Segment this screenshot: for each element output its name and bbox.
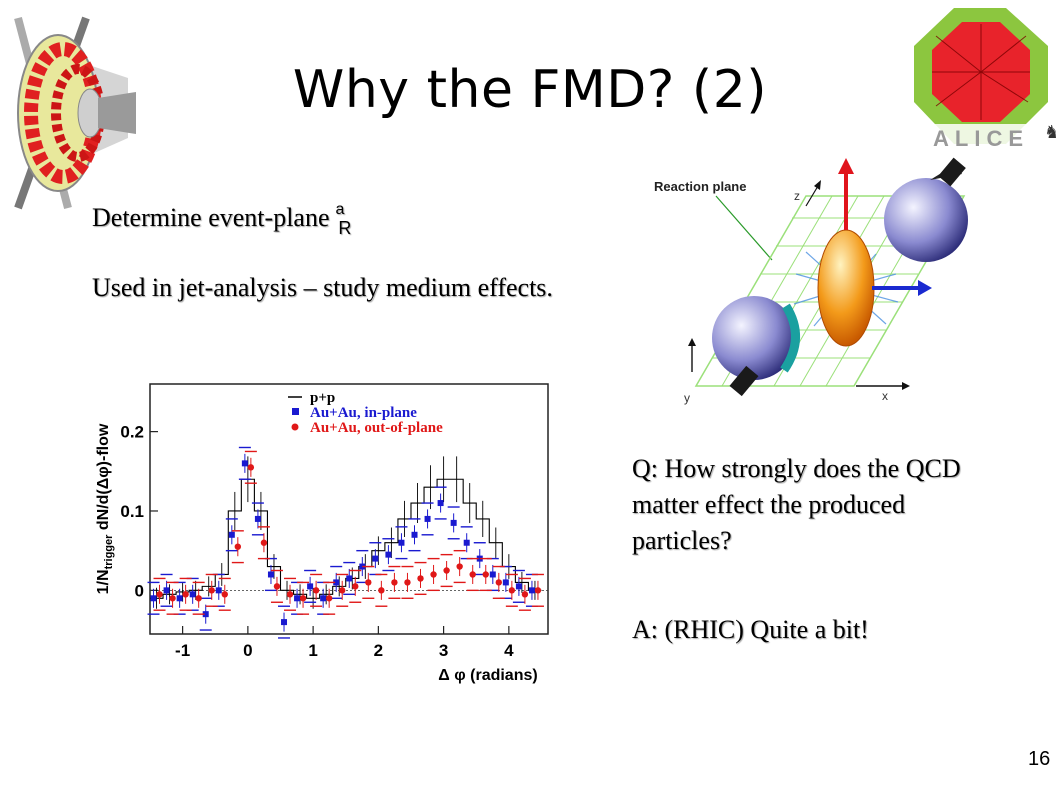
data-point: [443, 567, 450, 574]
chart-y-label-post: dN/d(Δφ)-flow: [95, 423, 112, 534]
data-point: [528, 587, 535, 594]
alice-logo: ALICE ♞: [906, 8, 1056, 151]
data-point: [320, 595, 327, 602]
data-point: [189, 591, 196, 598]
data-point: [182, 591, 189, 598]
data-point: [378, 587, 385, 594]
data-point: [241, 460, 248, 467]
data-point: [312, 587, 320, 594]
data-point: [286, 591, 294, 598]
chart-y-label: 1/Ntrigger dN/d(Δφ)-flow: [95, 423, 115, 594]
x-tick-label: 4: [504, 641, 514, 660]
x-tick-label: 0: [243, 641, 252, 660]
event-plane-symbol: a: [335, 201, 345, 218]
data-point: [150, 595, 157, 602]
data-point: [489, 571, 496, 578]
legend-label: Au+Au, in-plane: [310, 405, 417, 421]
data-point: [215, 587, 222, 594]
data-point: [456, 563, 463, 570]
x-tick-label: 2: [374, 641, 383, 660]
data-point: [299, 595, 307, 602]
data-point: [247, 464, 255, 471]
data-point: [482, 571, 489, 578]
data-point: [365, 579, 372, 586]
x-tick-label: 3: [439, 641, 448, 660]
data-point: [463, 539, 470, 546]
chart-x-label: Δ φ (radians): [438, 667, 537, 684]
data-point: [281, 619, 288, 626]
data-point: [267, 571, 274, 578]
data-point: [495, 579, 503, 586]
y-tick-label: 0: [135, 581, 144, 600]
slide-title: Why the FMD? (2): [292, 60, 768, 120]
jet-analysis-text: Used in jet-analysis – study medium effe…: [92, 273, 553, 302]
data-point: [333, 579, 340, 586]
alice-logo-text: ALICE: [933, 126, 1029, 151]
page-number: 16: [1028, 748, 1051, 770]
data-point: [169, 595, 176, 602]
chart-y-label-pre: 1/N: [95, 569, 112, 594]
data-point: [260, 539, 268, 546]
reaction-plane-diagram: Reaction plane y x z: [654, 157, 968, 405]
legend-label: Au+Au, out-of-plane: [310, 420, 443, 436]
x-tick-label: 1: [308, 641, 317, 660]
legend-swatch: [291, 423, 299, 431]
data-point: [417, 575, 424, 582]
data-point: [325, 595, 333, 602]
data-point: [424, 515, 431, 522]
data-point: [156, 591, 163, 598]
series-2: [153, 450, 544, 615]
legend-label: p+p: [310, 390, 335, 406]
step-line: [150, 478, 542, 599]
chart-y-label-sub: trigger: [103, 534, 115, 570]
answer-text: A: (RHIC) Quite a bit!: [632, 615, 869, 644]
data-point: [508, 587, 516, 594]
axis-x-label: x: [882, 389, 888, 403]
axis-z-label: z: [794, 189, 800, 203]
data-point: [294, 595, 301, 602]
data-point: [202, 611, 209, 618]
fmd-detector-image: [14, 16, 136, 210]
data-point: [221, 591, 228, 598]
data-point: [430, 571, 437, 578]
data-point: [208, 587, 215, 594]
data-point: [254, 515, 261, 522]
data-point: [163, 587, 170, 594]
data-point: [515, 583, 522, 590]
axis-y-label: y: [684, 391, 690, 405]
data-point: [404, 579, 411, 586]
data-point: [437, 500, 444, 507]
data-point: [339, 587, 346, 594]
data-point: [391, 579, 398, 586]
flow-chart: -1 0 1 2 3 4 0 0.1 0.2 p+pAu+Au, in-planeAu+Au, …: [95, 383, 549, 684]
reaction-plane-label: Reaction plane: [654, 179, 746, 194]
event-plane-line: Determine event-plane aR: [92, 200, 351, 240]
data-point: [372, 555, 379, 562]
data-point: [228, 531, 235, 538]
data-point: [176, 595, 183, 602]
x-tick-label: -1: [175, 641, 190, 660]
data-point: [469, 571, 476, 578]
data-point: [346, 575, 353, 582]
question-text: Q: How strongly does the QCD matter effe…: [632, 454, 961, 555]
data-point: [411, 531, 418, 538]
data-point: [352, 583, 359, 590]
data-point: [273, 583, 281, 590]
data-point: [450, 519, 457, 526]
y-tick-label: 0.1: [120, 502, 144, 521]
y-tick-label: 0.2: [120, 423, 144, 442]
legend-swatch: [292, 408, 299, 415]
data-point: [534, 587, 542, 594]
data-point: [502, 579, 509, 586]
data-point: [234, 543, 242, 550]
event-plane-text: Determine event-plane: [92, 203, 330, 232]
svg-text:♞: ♞: [1044, 122, 1056, 142]
data-point: [521, 591, 529, 598]
data-point: [195, 595, 202, 602]
event-plane-subscript: R: [338, 218, 352, 238]
data-point: [385, 551, 392, 558]
data-point: [307, 583, 314, 590]
data-point: [398, 539, 405, 546]
